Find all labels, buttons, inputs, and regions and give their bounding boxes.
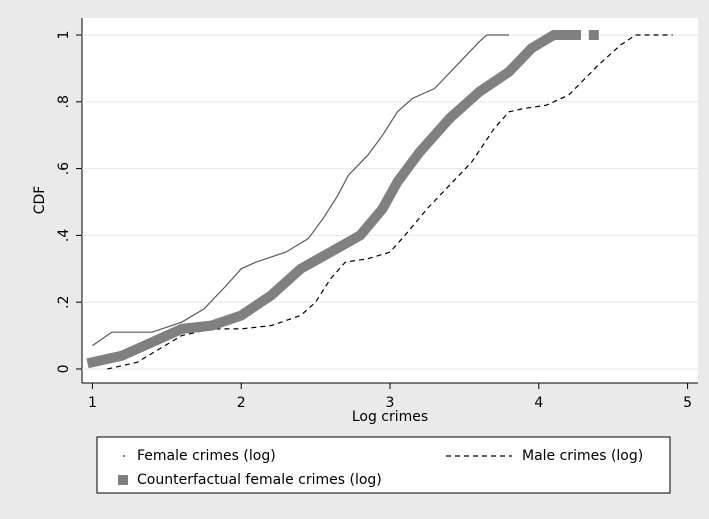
line-series — [92, 34, 509, 347]
legend-swatch — [123, 455, 125, 457]
legend-swatch — [118, 475, 128, 485]
y-tick-label: .6 — [56, 162, 72, 175]
legend-label: Male crimes (log) — [522, 448, 643, 464]
line-series — [86, 30, 599, 369]
y-tick-label: 1 — [56, 31, 72, 40]
y-tick-label: .4 — [56, 229, 72, 242]
y-tick-label: 0 — [56, 365, 72, 374]
legend-box — [96, 436, 671, 494]
x-tick-label: 4 — [534, 395, 543, 411]
x-tick-label: 1 — [88, 395, 97, 411]
legend-label: Counterfactual female crimes (log) — [137, 472, 382, 488]
legend-label: Female crimes (log) — [137, 448, 276, 464]
y-tick-label: .8 — [56, 95, 72, 108]
x-tick-label: 3 — [386, 395, 395, 411]
x-tick-label: 5 — [683, 395, 692, 411]
y-axis-title: CDF — [32, 186, 48, 215]
x-tick-label: 2 — [237, 395, 246, 411]
y-tick-label: .2 — [56, 296, 72, 309]
legend: Female crimes (log) Male crimes (log) Coun… — [118, 448, 643, 488]
x-axis-title: Log crimes — [352, 409, 428, 425]
